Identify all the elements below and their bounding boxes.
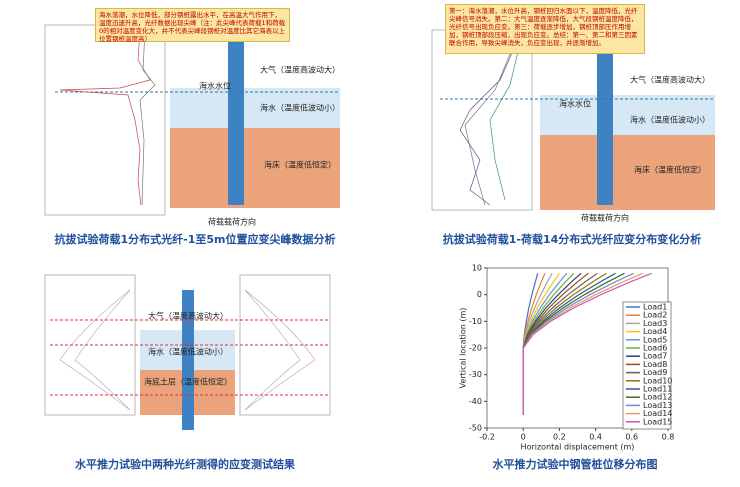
- x-tick-label: 0.4: [589, 433, 602, 442]
- legend-label: Load3: [643, 319, 667, 328]
- y-tick-label: -50: [469, 424, 482, 433]
- chart: -0.2 0 0.2 0.4 0.6 0.8 -50 -40 -30 -20 -10 0 10 Horiz…: [459, 264, 675, 472]
- legend-label: Load10: [643, 376, 672, 385]
- legend-label: Load8: [643, 360, 667, 369]
- y-tick-label: -10: [469, 317, 482, 326]
- caption: 抗拔试验荷载1分布式光纤-1至5m位置应变尖峰数据分析: [55, 232, 336, 246]
- region-label: 海水（温度低波动小）: [148, 347, 228, 357]
- region-label: 海床（温度低恒定）: [264, 160, 336, 170]
- y-tick-label: -30: [469, 370, 482, 379]
- x-tick-label: 0: [521, 433, 526, 442]
- region-label: 海水（温度低波动小）: [260, 103, 340, 113]
- note: 海水落潮，水位降低，部分钢桩露出水平，在高温大气作用下，温度迅速升高，光纤数据出…: [95, 8, 290, 43]
- legend-label: Load13: [643, 401, 672, 410]
- series-line: [522, 273, 553, 415]
- series-line: [522, 272, 575, 415]
- legend-label: Load2: [643, 311, 667, 320]
- region-label: 荷载载荷方向: [208, 217, 256, 227]
- y-tick-label: 0: [477, 290, 482, 299]
- panel-3-diagram: [44, 274, 331, 430]
- series-line: [522, 272, 598, 415]
- region-label: 海底土层（温度低恒定）: [144, 377, 232, 387]
- region-label: 大气（温度高波动大）: [148, 311, 228, 321]
- panel-2-diagram: [431, 29, 715, 211]
- note: 第一：海水落潮，水位升高，钢桩回归水面以下，温度降低，光纤尖峰信号消失。第二：大…: [445, 4, 645, 54]
- region-label: 大气（温度高波动大）: [630, 75, 710, 85]
- legend-label: Load15: [643, 417, 672, 426]
- x-tick-label: 0.6: [625, 433, 638, 442]
- legend-label: Load4: [643, 327, 667, 336]
- y-tick-label: -20: [469, 344, 482, 353]
- region-label: 海水水位: [199, 81, 231, 91]
- caption: 水平推力试验中钢管桩位移分布图: [493, 457, 658, 471]
- region-label: 荷载载荷方向: [581, 213, 629, 223]
- region-label: 海水水位: [559, 99, 591, 109]
- caption: 抗拔试验荷载1-荷载14分布式光纤应变分布变化分析: [443, 232, 702, 246]
- legend-label: Load7: [643, 352, 667, 361]
- x-axis-label: Horizontal displacement (m): [521, 443, 635, 452]
- region-label: 海水（温度低波动小）: [630, 115, 710, 125]
- legend-label: Load14: [643, 409, 672, 418]
- y-tick-label: -40: [469, 397, 482, 406]
- region-label: 海床（温度低恒定）: [634, 165, 706, 175]
- x-tick-label: -0.2: [479, 433, 495, 442]
- legend-label: Load11: [643, 385, 672, 394]
- panel-1-diagram: [44, 24, 340, 216]
- y-tick-label: 10: [472, 264, 482, 273]
- x-tick-label: 0.8: [662, 433, 675, 442]
- legend-label: Load5: [643, 335, 667, 344]
- legend-label: Load1: [643, 303, 667, 312]
- region-label: 大气（温度高波动大）: [260, 65, 340, 75]
- series-line: [522, 272, 652, 415]
- x-tick-label: 0.2: [553, 433, 566, 442]
- legend-label: Load12: [643, 393, 672, 402]
- y-axis-label: Vertical location (m): [459, 308, 468, 389]
- legend-label: Load9: [643, 368, 667, 377]
- legend-label: Load6: [643, 344, 667, 353]
- caption: 水平推力试验中两种光纤测得的应变测试结果: [75, 457, 295, 471]
